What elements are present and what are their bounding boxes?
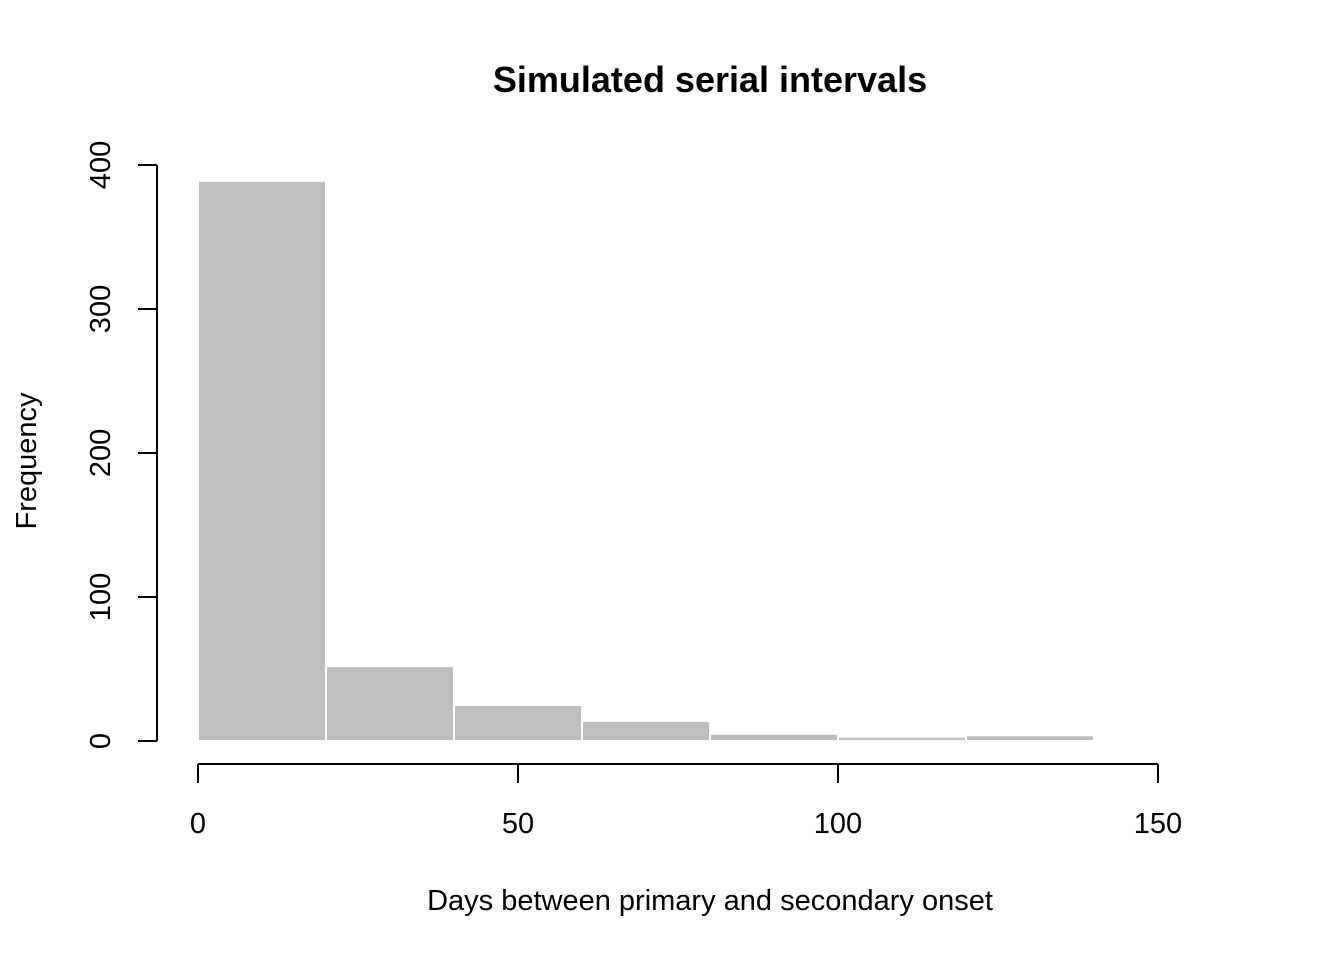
x-axis-label: Days between primary and secondary onset xyxy=(427,885,993,917)
x-tick-label-3: 150 xyxy=(1134,808,1182,840)
histogram-bar-2 xyxy=(453,704,583,742)
y-axis: 0 100 200 300 400 xyxy=(85,141,158,749)
histogram-bar-4 xyxy=(709,732,839,742)
y-tick-label-4: 400 xyxy=(85,141,117,189)
x-tick-label-2: 100 xyxy=(814,808,862,840)
histogram-bar-0 xyxy=(197,179,327,742)
y-tick-label-0: 0 xyxy=(85,733,117,749)
histogram-bar-3 xyxy=(581,719,711,743)
x-axis: 0 50 100 150 xyxy=(190,763,1182,840)
chart-title: Simulated serial intervals xyxy=(493,59,927,100)
bars-group xyxy=(197,179,1095,743)
y-tick-label-1: 100 xyxy=(85,573,117,621)
histogram-bar-1 xyxy=(325,665,455,742)
histogram-bar-5 xyxy=(837,735,967,742)
x-tick-label-0: 0 xyxy=(190,808,206,840)
y-tick-label-2: 200 xyxy=(85,429,117,477)
histogram-bar-6 xyxy=(965,734,1095,742)
x-tick-label-1: 50 xyxy=(502,808,534,840)
y-tick-label-3: 300 xyxy=(85,285,117,333)
y-axis-label: Frequency xyxy=(11,392,43,530)
